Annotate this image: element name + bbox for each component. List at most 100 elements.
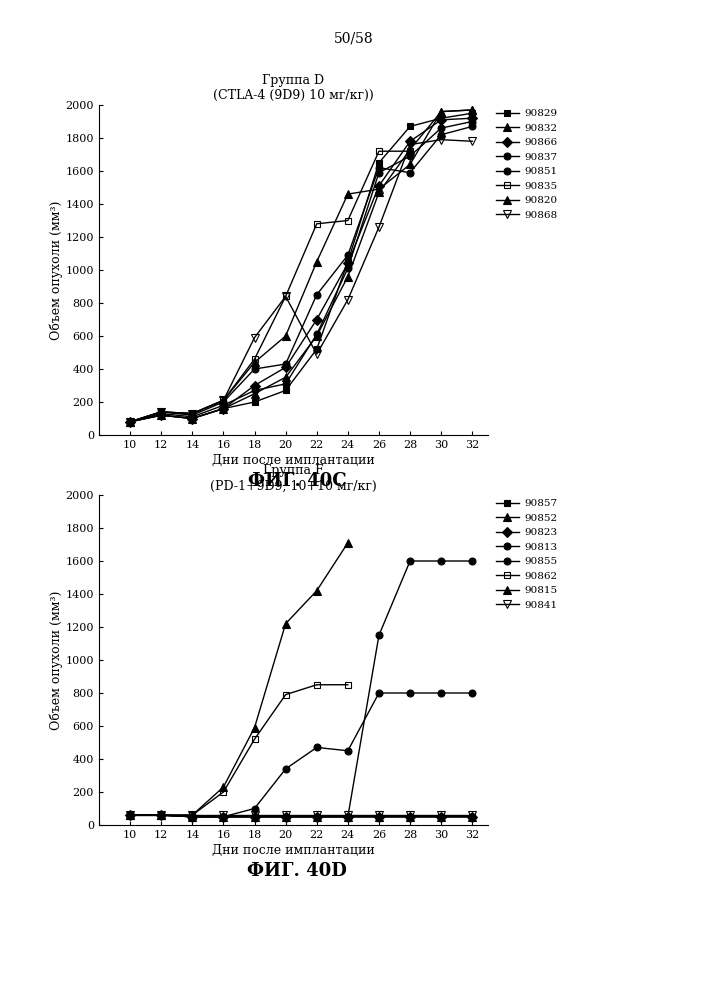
90857 (281, 811, 290, 823)
90868 (157, 406, 165, 418)
90813 (219, 811, 228, 823)
90862 (126, 809, 134, 821)
90815 (157, 809, 165, 821)
90837 (344, 262, 352, 274)
90862 (344, 679, 352, 691)
90815 (188, 809, 197, 821)
Y-axis label: Объем опухоли (мм³): Объем опухоли (мм³) (49, 590, 63, 730)
Line: 90832: 90832 (126, 106, 477, 426)
90866 (406, 135, 414, 147)
90855 (219, 811, 228, 823)
90832 (250, 388, 259, 400)
90813 (281, 811, 290, 823)
90829 (250, 396, 259, 408)
90866 (375, 180, 383, 192)
90852 (157, 809, 165, 821)
90857 (126, 809, 134, 821)
90841 (437, 809, 445, 821)
90820 (468, 104, 477, 116)
90829 (437, 112, 445, 124)
90868 (406, 139, 414, 151)
90855 (126, 809, 134, 821)
90855 (157, 809, 165, 821)
Legend: 90829, 90832, 90866, 90837, 90851, 90835, 90820, 90868: 90829, 90832, 90866, 90837, 90851, 90835… (492, 105, 561, 224)
Y-axis label: Объем опухоли (мм³): Объем опухоли (мм³) (49, 200, 63, 340)
90857 (157, 809, 165, 821)
90852 (126, 809, 134, 821)
90813 (250, 811, 259, 823)
90837 (188, 411, 197, 423)
Text: ФИГ. 40C: ФИГ. 40C (247, 472, 346, 490)
90835 (312, 218, 321, 230)
90855 (312, 741, 321, 753)
90832 (219, 403, 228, 415)
90815 (126, 809, 134, 821)
90851 (406, 167, 414, 179)
90829 (375, 157, 383, 169)
Line: 90837: 90837 (127, 118, 476, 425)
90868 (437, 134, 445, 146)
90829 (219, 403, 228, 415)
Line: 90835: 90835 (127, 148, 414, 425)
90855 (188, 811, 197, 823)
90823 (219, 811, 228, 823)
Line: 90852: 90852 (126, 811, 477, 821)
Line: 90820: 90820 (126, 106, 477, 426)
90868 (312, 348, 321, 360)
90868 (468, 135, 477, 147)
90862 (157, 809, 165, 821)
90823 (344, 811, 352, 823)
90815 (250, 722, 259, 734)
90837 (375, 167, 383, 179)
Line: 90868: 90868 (126, 135, 477, 426)
90855 (406, 687, 414, 699)
90862 (250, 733, 259, 745)
90829 (344, 256, 352, 268)
90852 (437, 811, 445, 823)
90851 (219, 396, 228, 408)
90820 (437, 106, 445, 118)
90823 (406, 811, 414, 823)
90857 (250, 811, 259, 823)
90813 (468, 555, 477, 567)
90857 (375, 811, 383, 823)
90813 (188, 811, 197, 823)
90823 (312, 811, 321, 823)
90852 (250, 811, 259, 823)
90868 (281, 290, 290, 302)
90868 (250, 332, 259, 344)
Title: Группа D
(CTLA-4 (9D9) 10 мг/кг)): Группа D (CTLA-4 (9D9) 10 мг/кг)) (213, 74, 374, 102)
90832 (126, 416, 134, 428)
90837 (468, 115, 477, 127)
90855 (344, 745, 352, 757)
90837 (219, 399, 228, 411)
90866 (219, 403, 228, 415)
90813 (437, 555, 445, 567)
Line: 90841: 90841 (126, 811, 477, 819)
90832 (188, 412, 197, 424)
90857 (312, 811, 321, 823)
90837 (250, 384, 259, 396)
90851 (281, 358, 290, 370)
90829 (468, 107, 477, 119)
Title: Группа F
(PD-1+9D9, 10+10 мг/кг): Группа F (PD-1+9D9, 10+10 мг/кг) (210, 464, 377, 492)
Line: 90862: 90862 (127, 681, 351, 819)
90857 (219, 811, 228, 823)
90820 (281, 330, 290, 342)
Line: 90823: 90823 (127, 812, 476, 820)
90862 (188, 809, 197, 821)
90862 (312, 679, 321, 691)
90868 (344, 294, 352, 306)
Line: 90813: 90813 (127, 558, 476, 820)
90855 (375, 687, 383, 699)
90835 (281, 290, 290, 302)
90832 (157, 409, 165, 421)
90855 (281, 763, 290, 775)
90857 (344, 811, 352, 823)
90813 (344, 811, 352, 823)
90866 (344, 257, 352, 269)
90857 (406, 811, 414, 823)
90855 (437, 687, 445, 699)
90866 (281, 361, 290, 373)
90835 (157, 406, 165, 418)
